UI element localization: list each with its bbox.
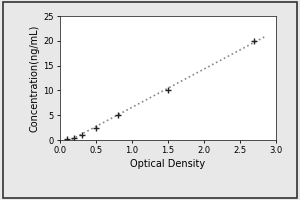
X-axis label: Optical Density: Optical Density [130, 159, 206, 169]
Y-axis label: Concentration(ng/mL): Concentration(ng/mL) [29, 24, 39, 132]
